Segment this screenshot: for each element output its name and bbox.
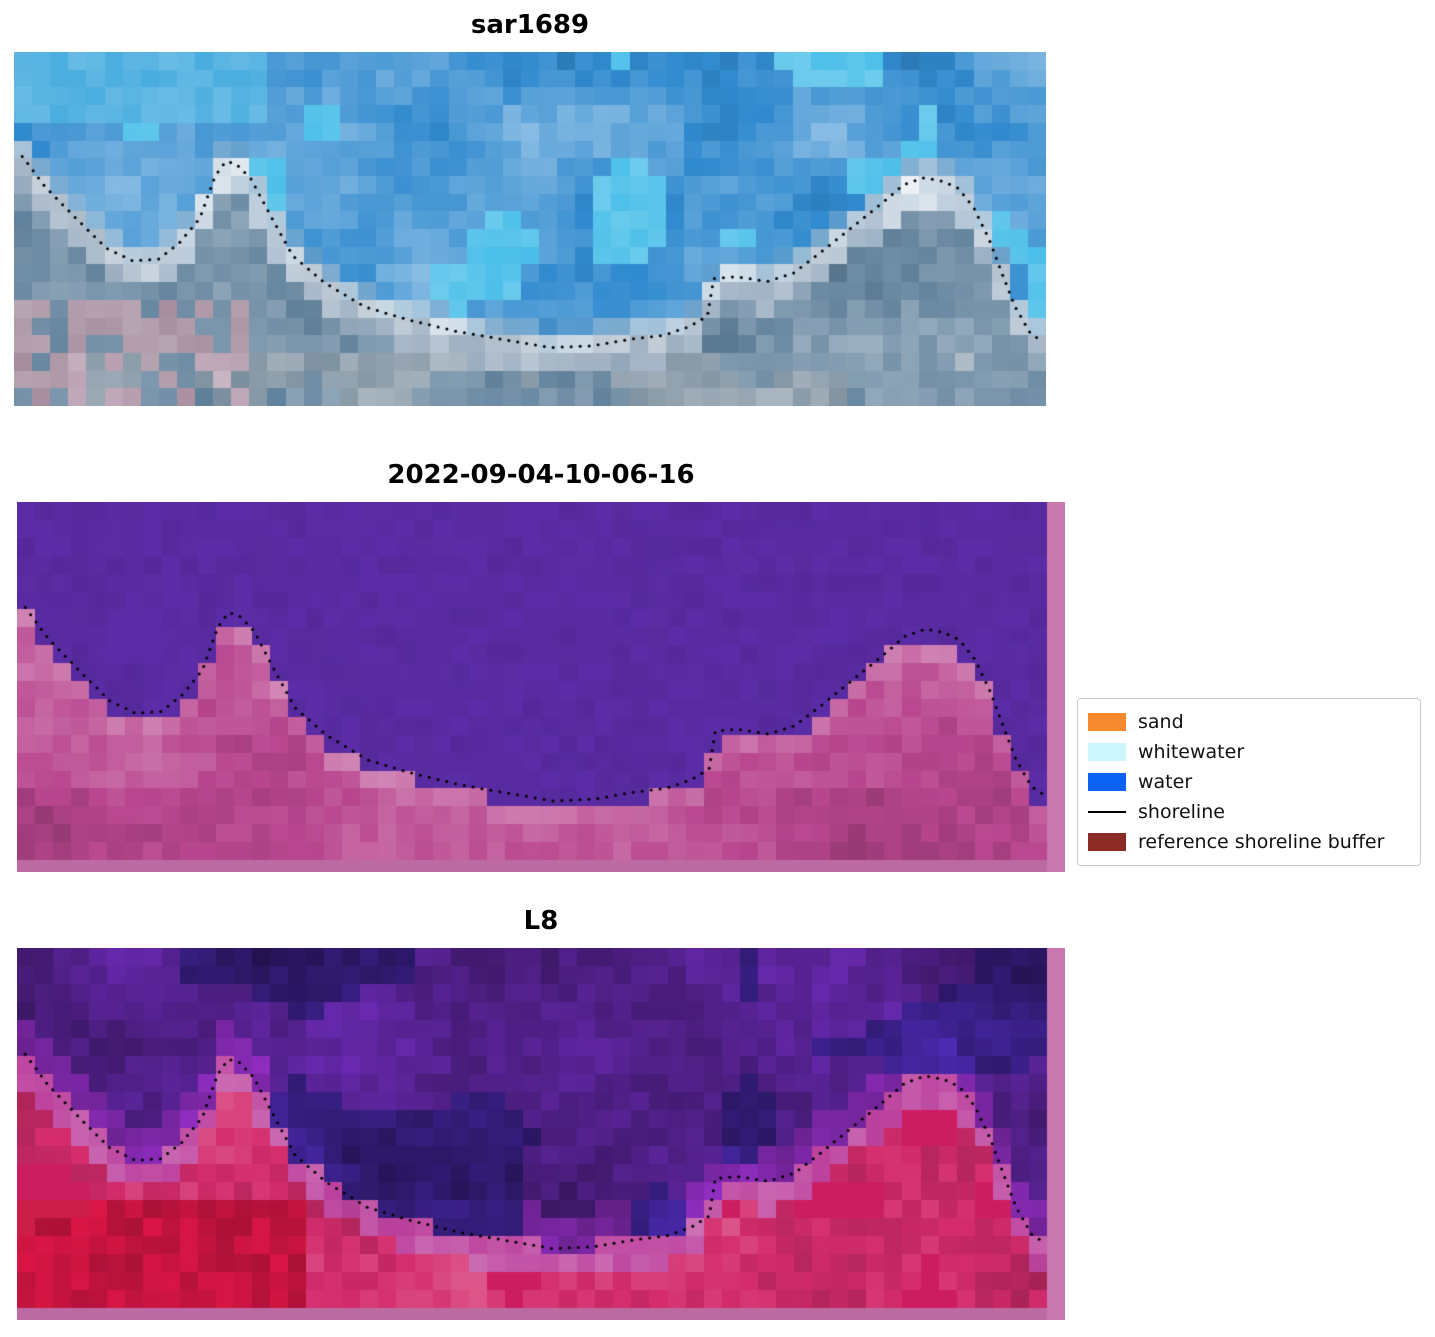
water-swatch-icon: [1088, 773, 1126, 791]
legend-label-sand: sand: [1138, 711, 1184, 733]
sand-swatch-icon: [1088, 713, 1126, 731]
classified-image-panel: [17, 502, 1065, 872]
legend-item-reference-buffer: reference shoreline buffer: [1088, 827, 1410, 857]
legend-item-whitewater: whitewater: [1088, 737, 1410, 767]
whitewater-swatch-icon: [1088, 743, 1126, 761]
legend-item-sand: sand: [1088, 707, 1410, 737]
legend: sand whitewater water shoreline referenc…: [1077, 698, 1421, 866]
sar-image-panel: [14, 52, 1046, 406]
reference-buffer-swatch-icon: [1088, 833, 1126, 851]
panel-title-l8: L8: [523, 906, 559, 936]
legend-item-shoreline: shoreline: [1088, 797, 1410, 827]
legend-label-whitewater: whitewater: [1138, 741, 1245, 763]
panel-title-sar: sar1689: [470, 10, 590, 40]
panel-title-classified: 2022-09-04-10-06-16: [387, 460, 695, 490]
legend-label-water: water: [1138, 771, 1193, 793]
legend-item-water: water: [1088, 767, 1410, 797]
l8-image-panel: [17, 948, 1065, 1320]
legend-label-shoreline: shoreline: [1138, 801, 1225, 823]
legend-label-reference-buffer: reference shoreline buffer: [1138, 831, 1385, 853]
shoreline-line-icon: [1088, 811, 1126, 813]
